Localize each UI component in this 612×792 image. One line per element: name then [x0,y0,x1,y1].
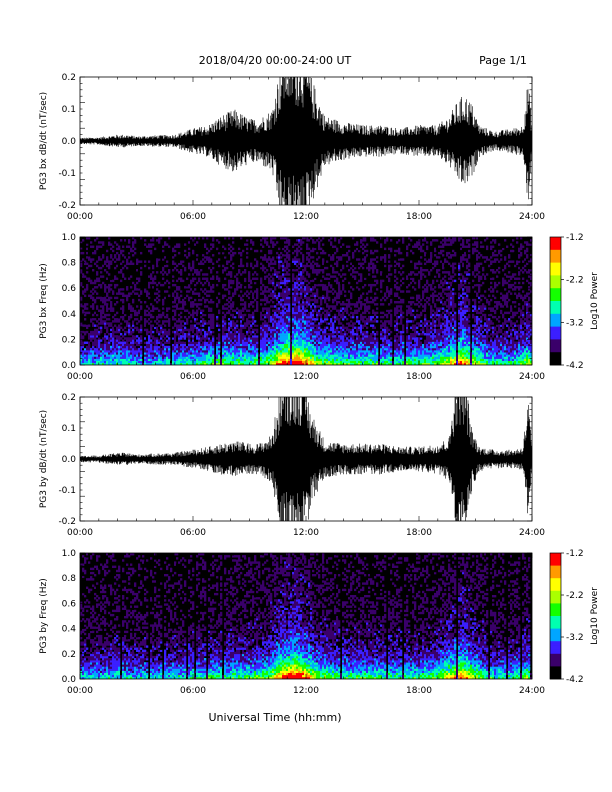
y-tick-label: 1.0 [62,549,77,559]
x-axis-label: Universal Time (hh:mm) [209,711,342,724]
colorbar-tick-label: -1.2 [566,549,584,559]
colorbar-tick-label: -4.2 [566,361,584,371]
x-tick-label: 00:00 [67,528,93,538]
x-tick-label: 24:00 [519,212,545,222]
x-tick-label: 24:00 [519,686,545,696]
y-tick-label: 0.0 [62,361,77,371]
colorbar-tick-label: -1.2 [566,233,584,243]
y-tick-label: 0.8 [62,574,77,584]
x-tick-label: 00:00 [67,686,93,696]
colorbar-tick-label: -2.2 [566,276,584,286]
page-indicator: Page 1/1 [479,54,527,67]
spectrogram-cells [80,237,532,365]
y-tick-label: 0.2 [62,73,76,83]
x-tick-label: 00:00 [67,372,93,382]
x-tick-label: 12:00 [293,686,319,696]
y-tick-label: 0.4 [62,310,77,320]
y-tick-label: 0.8 [62,259,77,269]
x-tick-label: 06:00 [180,528,206,538]
x-tick-label: 12:00 [293,212,319,222]
x-tick-label: 18:00 [406,212,432,222]
y-axis-label: PG3 bx dB/dt (nT/sec) [39,92,49,190]
y-tick-label: -0.1 [58,169,76,179]
y-tick-label: 0.1 [62,424,76,434]
y-axis-label: PG3 by dB/dt (nT/sec) [39,410,49,508]
y-tick-label: 0.4 [62,625,77,635]
colorbar: -1.2 -2.2 -3.2 -4.2 Log10 Power [549,233,600,371]
x-tick-label: 24:00 [519,528,545,538]
y-tick-label: 0.0 [62,137,77,147]
waveform-trace [80,77,532,205]
y-tick-label: -0.2 [58,517,76,527]
y-tick-label: -0.2 [58,201,76,211]
y-axis-label: PG3 by Freq (Hz) [39,578,49,654]
x-tick-label: 12:00 [293,372,319,382]
y-tick-label: -0.1 [58,486,76,496]
spectrogram-cells [80,553,532,679]
x-tick-label: 18:00 [406,372,432,382]
colorbar: -1.2 -2.2 -3.2 -4.2 Log10 Power [549,549,600,685]
colorbar-tick-label: -3.2 [566,318,584,328]
x-tick-label: 06:00 [180,212,206,222]
panel-by-waveform: 00:00 06:00 12:00 18:00 24:00 -0.2 -0.1 0.0 0.1 0… [39,393,545,538]
x-tick-label: 06:00 [180,372,206,382]
y-tick-label: 0.1 [62,105,76,115]
y-tick-label: 0.0 [62,675,77,685]
panel-by-spectrogram: -1.2 -2.2 -3.2 -4.2 Log10 Power 00:00 06:00 12:… [39,549,600,696]
y-tick-label: 0.6 [62,284,77,294]
y-tick-label: 0.2 [62,393,76,403]
colorbar-label: Log10 Power [590,587,600,645]
y-tick-label: 0.2 [62,650,76,660]
x-tick-label: 18:00 [406,686,432,696]
y-axis-label: PG3 bx Freq (Hz) [39,263,49,339]
colorbar-label: Log10 Power [590,272,600,330]
y-tick-label: 0.6 [62,599,77,609]
y-tick-label: 0.0 [62,455,77,465]
waveform-trace [80,397,532,521]
figure-title: 2018/04/20 00:00-24:00 UT [199,54,352,67]
x-tick-label: 24:00 [519,372,545,382]
x-tick-label: 06:00 [180,686,206,696]
panel-bx-waveform: 00:00 06:00 12:00 18:00 24:00 -0.2 -0.1 0.0 0.1 0… [39,73,545,222]
x-tick-label: 18:00 [406,528,432,538]
y-tick-label: 1.0 [62,233,77,243]
colorbar-tick-label: -3.2 [566,633,584,643]
colorbar-tick-label: -4.2 [566,675,584,685]
colorbar-tick-label: -2.2 [566,591,584,601]
x-tick-label: 12:00 [293,528,319,538]
panel-bx-spectrogram: -1.2 -2.2 -3.2 -4.2 Log10 Power 00:00 06:00 12:… [39,233,600,382]
y-tick-label: 0.2 [62,335,76,345]
x-tick-label: 00:00 [67,212,93,222]
